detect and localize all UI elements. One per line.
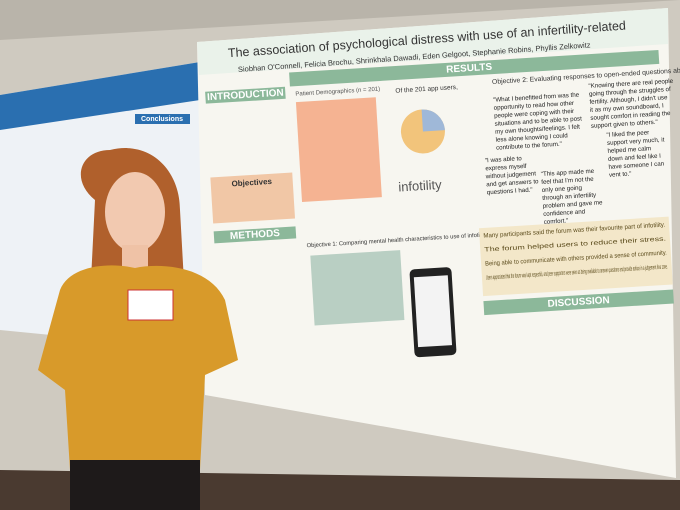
quote-line: it as my own soundboard, I [590,102,665,114]
section-bar [213,226,297,244]
quote-line: have someone I can [608,160,665,170]
section-title: Objectives [231,177,272,188]
quote-line: and get answers to [486,178,539,188]
quote-line: comfort." [544,217,569,225]
quote-line: sought comfort in reading the [590,110,671,122]
pants [70,460,200,510]
shirt [38,265,238,470]
quote-line: support very much, it [607,136,665,147]
section-title: RESULTS [446,62,493,76]
quote-line: confidence and [543,208,586,218]
neck [122,245,148,270]
quote-line: opportunity to read how other [493,100,574,112]
poster-title-band [197,8,668,75]
section-title: DISCUSSION [547,295,610,310]
quote-line: through an infertility [542,192,597,202]
quote-line: vent to." [609,170,632,178]
left-section-title: Conclusions [141,116,183,123]
quote-line: helped me calm [607,145,651,155]
quote-line: "I was able to [485,155,523,164]
app-users-text: Of the 201 app users, [395,84,458,95]
objectives-box [210,172,296,224]
pie-illustration [421,109,445,132]
phone-screen [413,275,453,348]
quote-line: problem and gave me [543,199,604,210]
quote-line: fertility. Although, I didn't use [589,94,668,106]
quote-line: contribute to the forum." [496,141,562,152]
demographics-title: Patient Demographics (n = 201) [295,87,380,98]
quote-line: people were coping with their [494,108,574,120]
section-bar [483,289,674,316]
bullet-box [478,216,673,297]
quote-line: less alone knowing I could [495,132,568,143]
quote-line: feel that I'm not the [541,176,594,186]
section-title: INTRODUCTION [207,88,284,104]
quotes: "What I benefitted from was theopportuni… [485,78,674,226]
quote-line: support given to others." [591,119,658,130]
results-table [310,250,405,326]
name-tag [127,289,174,321]
quote-line: down and feel like I [608,153,662,163]
quote-line: "I liked the peer [606,129,649,139]
section-title: METHODS [230,228,281,242]
quote-line: "This app made me [541,168,595,178]
section-bar [289,49,660,87]
quote-line: without judgement [485,170,537,180]
face [105,172,165,252]
app-name: infotility [398,177,443,195]
section-bar [205,86,286,104]
quote-line: questions I had." [487,187,533,197]
demographics-table [295,97,382,202]
quote-line: only one going [542,184,583,193]
left-poster-header [0,62,200,130]
quote-line: express myself [485,163,527,173]
left-section-bar [135,114,190,124]
